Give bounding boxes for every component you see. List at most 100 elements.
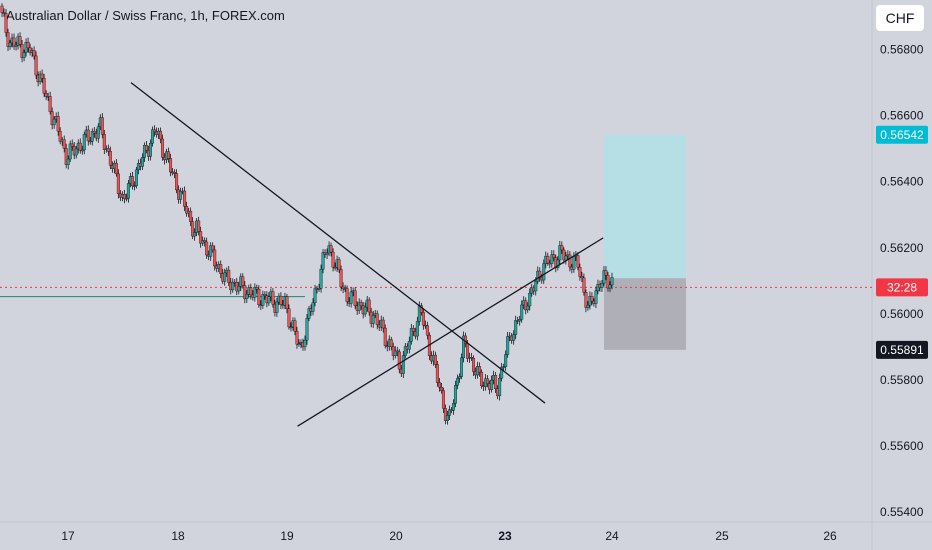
candle[interactable] xyxy=(64,148,68,165)
candle[interactable] xyxy=(227,269,231,283)
candle[interactable] xyxy=(303,339,307,348)
candle[interactable] xyxy=(32,50,36,57)
candle[interactable] xyxy=(12,37,16,47)
candle[interactable] xyxy=(534,281,538,292)
candle[interactable] xyxy=(441,390,445,409)
candle[interactable] xyxy=(58,130,62,142)
candle[interactable] xyxy=(520,304,524,320)
candle[interactable] xyxy=(514,320,518,335)
candle[interactable] xyxy=(126,183,130,199)
candle[interactable] xyxy=(353,290,357,307)
candle[interactable] xyxy=(213,249,217,267)
candle[interactable] xyxy=(243,285,247,300)
candle[interactable] xyxy=(295,331,299,345)
candle[interactable] xyxy=(124,197,128,200)
candle[interactable] xyxy=(381,319,385,329)
candle[interactable] xyxy=(500,366,504,379)
candle[interactable] xyxy=(339,269,343,288)
candle[interactable] xyxy=(48,96,52,112)
candle[interactable] xyxy=(26,42,30,48)
candle[interactable] xyxy=(460,357,464,377)
candle[interactable] xyxy=(106,148,110,152)
candle[interactable] xyxy=(169,158,173,173)
candle[interactable] xyxy=(367,299,371,313)
candle[interactable] xyxy=(142,145,146,158)
trend-line[interactable] xyxy=(297,237,604,427)
candle[interactable] xyxy=(253,287,257,298)
candle[interactable] xyxy=(311,302,315,312)
candle[interactable] xyxy=(82,134,86,151)
candle[interactable] xyxy=(42,78,46,94)
candle[interactable] xyxy=(267,296,271,304)
candle[interactable] xyxy=(451,403,455,411)
candle[interactable] xyxy=(197,220,201,232)
candle[interactable] xyxy=(363,306,367,315)
candle[interactable] xyxy=(502,366,506,368)
candle[interactable] xyxy=(257,289,261,305)
candle[interactable] xyxy=(494,375,498,390)
candle[interactable] xyxy=(100,117,104,135)
candle[interactable] xyxy=(275,301,279,313)
candle[interactable] xyxy=(383,327,387,346)
candle[interactable] xyxy=(185,206,189,214)
candle[interactable] xyxy=(175,173,179,191)
candle[interactable] xyxy=(285,296,289,309)
candle[interactable] xyxy=(397,351,401,370)
candle[interactable] xyxy=(498,377,502,397)
candle[interactable] xyxy=(546,255,550,264)
candle[interactable] xyxy=(470,357,474,359)
candle[interactable] xyxy=(134,169,138,186)
candle[interactable] xyxy=(325,252,329,255)
candle[interactable] xyxy=(102,134,106,150)
candle[interactable] xyxy=(34,55,38,76)
candle[interactable] xyxy=(447,409,451,416)
candle[interactable] xyxy=(576,255,580,268)
candle[interactable] xyxy=(564,255,568,261)
candle[interactable] xyxy=(68,143,72,160)
candle[interactable] xyxy=(472,358,476,372)
candle[interactable] xyxy=(161,138,165,158)
candle[interactable] xyxy=(445,415,449,421)
candle[interactable] xyxy=(602,270,606,284)
candle[interactable] xyxy=(562,249,566,261)
candle[interactable] xyxy=(66,158,70,165)
candle[interactable] xyxy=(457,376,461,379)
candle[interactable] xyxy=(70,143,74,147)
candle[interactable] xyxy=(580,276,584,279)
candle[interactable] xyxy=(504,354,508,367)
candle[interactable] xyxy=(305,318,309,341)
candle[interactable] xyxy=(462,335,466,359)
candle[interactable] xyxy=(241,276,245,286)
candle[interactable] xyxy=(22,52,26,58)
candle[interactable] xyxy=(415,321,419,337)
candle[interactable] xyxy=(486,378,490,384)
candle[interactable] xyxy=(435,364,439,383)
candle[interactable] xyxy=(552,254,556,258)
candle[interactable] xyxy=(329,245,333,253)
candle[interactable] xyxy=(199,231,203,244)
candle[interactable] xyxy=(421,312,425,326)
candle[interactable] xyxy=(345,288,349,302)
candle[interactable] xyxy=(466,343,470,359)
candle[interactable] xyxy=(375,313,379,325)
candle[interactable] xyxy=(148,142,152,157)
candle[interactable] xyxy=(512,334,516,341)
candle[interactable] xyxy=(550,254,554,265)
candle[interactable] xyxy=(40,73,44,79)
candle[interactable] xyxy=(317,288,321,290)
candle[interactable] xyxy=(558,245,562,261)
candle[interactable] xyxy=(18,36,22,45)
candle[interactable] xyxy=(560,245,564,251)
candle[interactable] xyxy=(179,191,183,200)
candle[interactable] xyxy=(586,305,590,308)
candle[interactable] xyxy=(584,292,588,308)
candle[interactable] xyxy=(114,162,118,175)
candle[interactable] xyxy=(600,283,604,288)
candle[interactable] xyxy=(439,387,443,391)
candle[interactable] xyxy=(297,343,301,345)
candle[interactable] xyxy=(44,93,48,97)
candle[interactable] xyxy=(341,286,345,290)
candle[interactable] xyxy=(518,319,522,322)
candle[interactable] xyxy=(331,251,335,268)
candle[interactable] xyxy=(401,355,405,374)
